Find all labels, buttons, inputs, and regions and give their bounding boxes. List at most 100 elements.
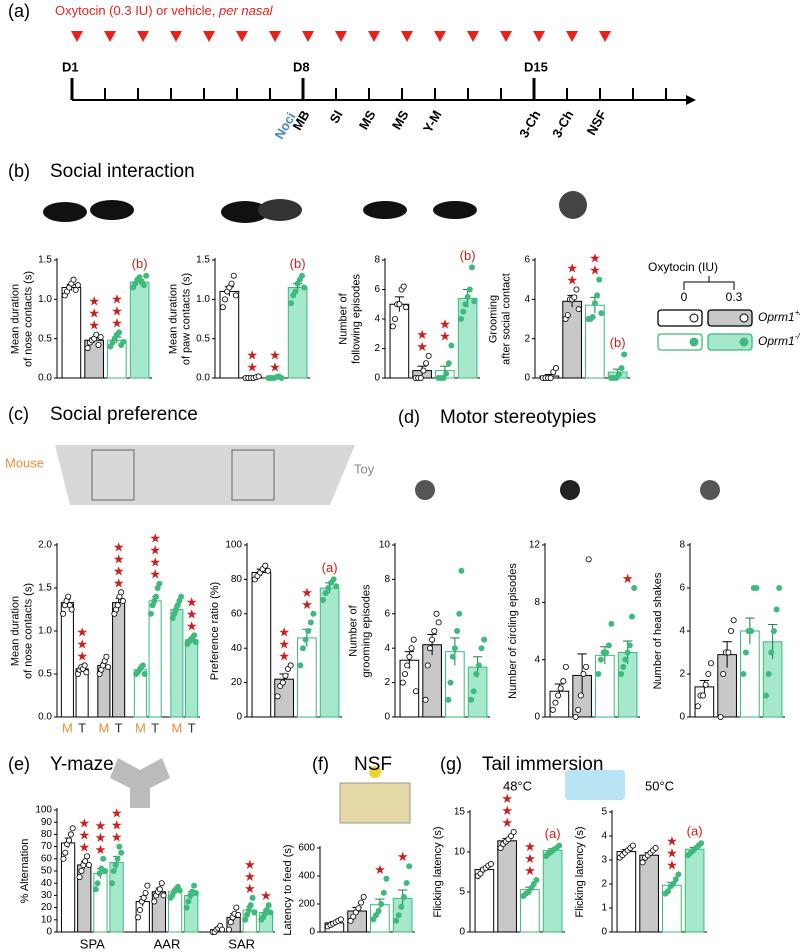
treatment-marker — [170, 31, 182, 42]
y-tick-label: 70 — [41, 841, 53, 852]
y-tick-label: 2 — [524, 333, 530, 344]
y-tick-label: 40 — [41, 878, 53, 889]
legend-dot — [689, 337, 699, 347]
annotation: (a) — [545, 826, 561, 841]
title-italic: per nasal — [218, 3, 274, 18]
y-axis-label: Number of — [347, 604, 359, 656]
data-point — [595, 671, 602, 678]
y-axis-label: Grooming — [487, 295, 499, 343]
x-tick-label: T — [151, 720, 159, 735]
data-point — [358, 899, 365, 906]
data-point — [298, 272, 305, 279]
data-point — [408, 645, 415, 652]
data-point — [664, 888, 671, 895]
treatment-marker — [335, 31, 347, 42]
significance-stars: ★★★ — [110, 292, 125, 328]
legend-swatch — [707, 309, 753, 327]
data-point — [118, 589, 125, 596]
data-point — [282, 672, 289, 679]
panel-title: Social preference — [50, 404, 198, 425]
data-point — [583, 663, 590, 670]
data-point — [740, 671, 747, 678]
data-point — [478, 645, 485, 652]
data-point — [398, 903, 405, 910]
data-point — [707, 660, 714, 667]
data-point — [288, 300, 295, 307]
data-point — [84, 853, 91, 860]
illustration-label: Mouse — [5, 455, 44, 470]
data-point — [110, 868, 117, 875]
data-point — [694, 703, 701, 710]
y-tick-label: 0 — [309, 927, 315, 938]
legend-swatch — [657, 333, 703, 351]
y-tick-label: 6 — [679, 583, 685, 594]
significance-stars: ★★★ — [501, 792, 516, 828]
data-point — [596, 276, 603, 283]
legend-dose: 0.3 — [726, 290, 743, 304]
data-point — [245, 907, 252, 914]
data-point — [410, 636, 417, 643]
data-point — [72, 286, 79, 293]
data-point — [333, 583, 340, 590]
legend-sup: +/+ — [795, 308, 800, 317]
y-tick-label: 4 — [374, 314, 380, 325]
y-tick-label: 4 — [384, 643, 390, 654]
data-point — [591, 300, 598, 307]
y-tick-label: 0 — [679, 712, 685, 723]
significance-stars: ★★★ — [76, 625, 91, 661]
y-tick-label: 5 — [601, 807, 607, 818]
data-point — [639, 859, 646, 866]
data-point — [139, 662, 146, 669]
y-tick-label: 10 — [379, 540, 391, 551]
data-point — [773, 606, 780, 613]
x-tick-label: T — [78, 720, 86, 735]
data-point — [603, 649, 610, 656]
y-tick-label: 80 — [231, 574, 243, 585]
data-point — [448, 342, 455, 349]
data-point — [158, 880, 165, 887]
annotation: (b) — [460, 248, 476, 263]
panel-letter: (g) — [440, 754, 462, 774]
data-point — [742, 649, 749, 656]
data-point — [445, 696, 452, 703]
data-point — [466, 286, 473, 293]
panel-letter: (c) — [8, 404, 29, 424]
y-tick-label: 90 — [41, 817, 53, 828]
y-tick-label: 0.0 — [38, 712, 52, 723]
data-point — [83, 669, 90, 676]
data-point — [451, 645, 458, 652]
data-point — [191, 882, 198, 889]
y-axis-label: Flicking latency (s) — [574, 826, 586, 917]
significance-stars: ★★★ — [110, 807, 125, 843]
significance-stars: ★★★ — [523, 840, 538, 876]
data-point — [445, 360, 452, 367]
significance-stars: ★★ — [566, 262, 581, 286]
mouse-illustration — [43, 202, 87, 222]
data-point — [629, 842, 636, 849]
chart-subtitle: 48°C — [503, 778, 532, 793]
data-point — [147, 610, 154, 617]
y-tick-label: 50 — [41, 866, 53, 877]
data-point — [621, 351, 628, 358]
data-point — [440, 374, 447, 381]
y-tick-label: 8 — [374, 255, 380, 266]
data-point — [449, 653, 456, 660]
x-tick-label: AAR — [154, 936, 181, 951]
data-point — [624, 649, 631, 656]
data-point — [347, 917, 354, 924]
beaker — [565, 770, 625, 800]
legend-label: Oprm1-/- — [758, 332, 800, 348]
treatment-marker — [500, 31, 512, 42]
y-tick-label: 1 — [601, 903, 607, 914]
treatment-marker — [467, 31, 479, 42]
y-tick-label: 1.5 — [38, 255, 52, 266]
significance-stars: ★ — [259, 889, 274, 901]
data-point — [400, 894, 407, 901]
significance-stars: ★★★ — [94, 819, 109, 855]
annotation: (b) — [290, 256, 306, 271]
data-point — [265, 902, 272, 909]
y-axis-label: % Alternation — [19, 839, 31, 904]
x-tick-label: SPA — [80, 936, 105, 951]
illustration-label: Toy — [354, 461, 375, 476]
